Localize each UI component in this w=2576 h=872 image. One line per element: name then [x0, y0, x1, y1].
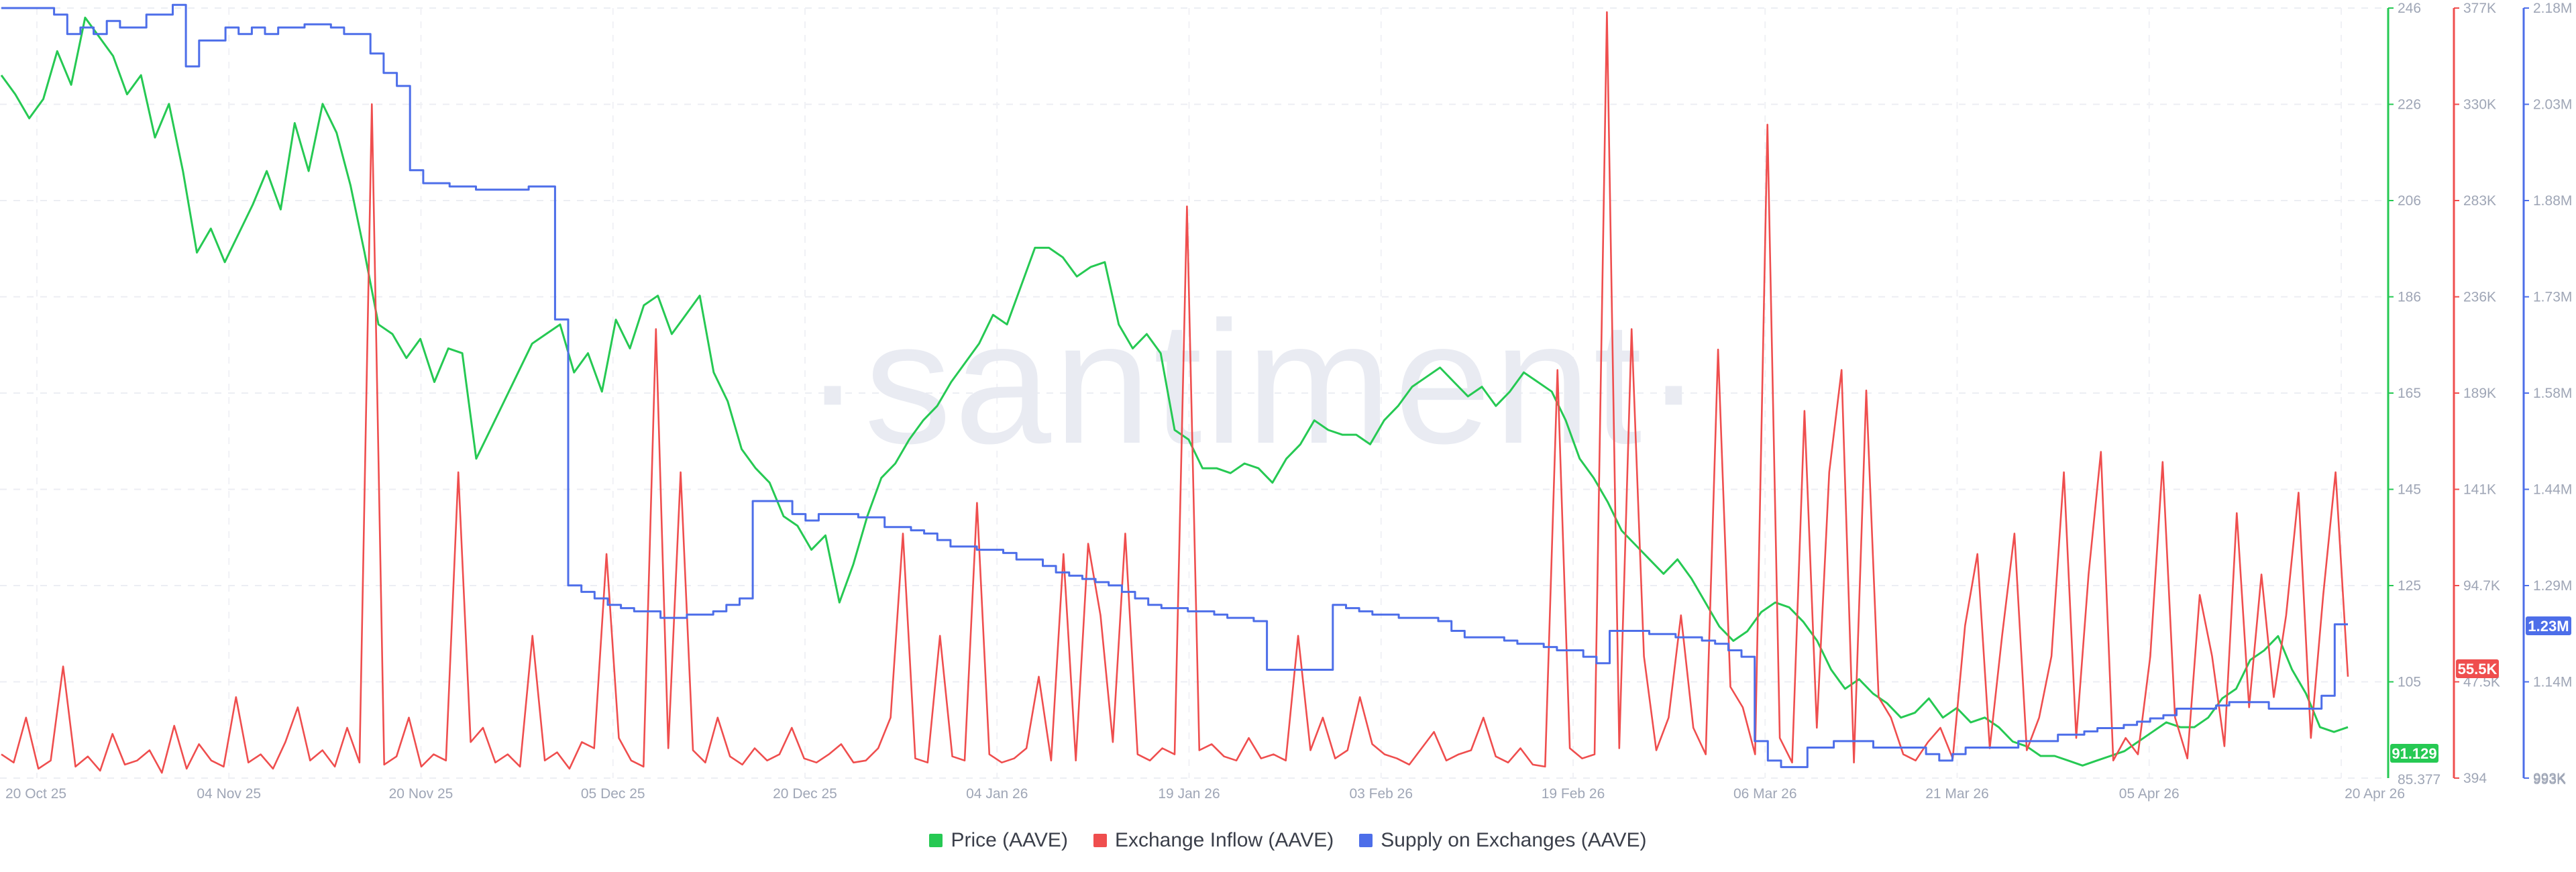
watermark: ·santiment·: [804, 286, 1705, 480]
grid-lines: [0, 7, 2388, 779]
axis-tick-label-exchange-inflow: 47.5K: [2463, 675, 2500, 690]
axes-layer: 246 226 206 186 165 145 125 105 377K 330K 283K 236K…: [2387, 1, 2572, 787]
axis-min-label-supply: 993K: [2533, 772, 2566, 787]
x-tick-label: 06 Mar 26: [1733, 786, 1797, 802]
axis-tick-label-price: 226: [2398, 97, 2421, 113]
x-tick-label: 20 Oct 25: [5, 786, 66, 802]
current-value-badge-inflow: [2456, 659, 2499, 678]
series-layer: [0, 3, 2349, 774]
series-line-exchange-inflow: [1, 11, 2349, 774]
current-value-label-supply: 1.23M: [2528, 618, 2569, 635]
x-tick-label: 20 Nov 25: [389, 786, 453, 802]
x-tick-label: 05 Dec 25: [581, 786, 645, 802]
x-tick-label: 20 Dec 25: [773, 786, 837, 802]
current-value-label-inflow: 55.5K: [2458, 661, 2498, 677]
axis-tick-label-supply-on-exchanges: 2.18M: [2533, 1, 2572, 16]
legend-item-exchange-inflow[interactable]: Exchange Inflow (AAVE): [1093, 829, 1334, 852]
axis-tick-label-exchange-inflow: 236K: [2463, 290, 2496, 305]
x-tick-label: 05 Apr 26: [2119, 786, 2180, 802]
x-tick-label: 19 Feb 26: [1542, 786, 1605, 802]
legend-item-supply-on-exchanges[interactable]: Supply on Exchanges (AAVE): [1359, 829, 1647, 852]
axis-tick-label-exchange-inflow: 377K: [2463, 1, 2496, 16]
legend-label-exchange-inflow: Exchange Inflow (AAVE): [1114, 829, 1334, 851]
axis-tick-label-exchange-inflow: 189K: [2463, 386, 2496, 401]
legend-label-supply-on-exchanges: Supply on Exchanges (AAVE): [1381, 829, 1647, 851]
legend-label-price: Price (AAVE): [951, 829, 1068, 851]
axis-tick-label-price: 246: [2398, 1, 2421, 16]
legend-swatch-price: [929, 834, 943, 847]
axis-tick-label-price: 186: [2398, 290, 2421, 305]
axis-tick-label-supply-on-exchanges: 993K: [2533, 771, 2566, 786]
x-tick-label: 03 Feb 26: [1349, 786, 1413, 802]
axis-tick-label-supply-on-exchanges: 1.58M: [2533, 386, 2572, 401]
axis-tick-label-price: 125: [2398, 578, 2421, 594]
axis-tick-label-supply-on-exchanges: 2.03M: [2533, 97, 2572, 113]
series-line-supply-on-exchanges: [1, 3, 2348, 769]
axis-tick-label-supply-on-exchanges: 1.29M: [2533, 578, 2572, 594]
axis-tick-label-exchange-inflow: 141K: [2463, 482, 2496, 498]
axis-min-label-price: 85.377: [2398, 772, 2440, 787]
axis-tick-label-exchange-inflow: 330K: [2463, 97, 2496, 113]
x-tick-label: 20 Apr 26: [2345, 786, 2405, 802]
x-axis: 20 Oct 25 04 Nov 25 20 Nov 25 05 Dec 25 20 D…: [5, 786, 2405, 802]
legend-swatch-supply-on-exchanges: [1359, 834, 1373, 847]
current-value-badge-price: [2390, 744, 2438, 763]
axis-tick-label-supply-on-exchanges: 1.73M: [2533, 290, 2572, 305]
legend-swatch-exchange-inflow: [1093, 834, 1107, 847]
current-value-label-price: 91.129: [2392, 745, 2436, 762]
axis-tick-label-supply-on-exchanges: 1.44M: [2533, 482, 2572, 498]
current-value-badge-supply: [2526, 616, 2571, 635]
axis-tick-label-exchange-inflow: 283K: [2463, 193, 2496, 209]
axis-tick-label-price: 165: [2398, 386, 2421, 401]
axis-tick-label-exchange-inflow: 394: [2463, 771, 2487, 786]
axis-tick-label-price: 105: [2398, 675, 2421, 690]
x-tick-label: 19 Jan 26: [1158, 786, 1220, 802]
axis-tick-label-supply-on-exchanges: 1.14M: [2533, 675, 2572, 690]
legend: Price (AAVE) Exchange Inflow (AAVE) Supp…: [0, 829, 2576, 852]
axis-tick-label-supply-on-exchanges: 1.88M: [2533, 193, 2572, 209]
axis-tick-label-price: 145: [2398, 482, 2421, 498]
x-tick-label: 04 Nov 25: [197, 786, 261, 802]
legend-item-price[interactable]: Price (AAVE): [929, 829, 1068, 852]
axis-tick-label-exchange-inflow: 94.7K: [2463, 578, 2500, 594]
x-tick-label: 21 Mar 26: [1925, 786, 1989, 802]
x-tick-label: 04 Jan 26: [966, 786, 1028, 802]
axis-tick-label-price: 206: [2398, 193, 2421, 209]
